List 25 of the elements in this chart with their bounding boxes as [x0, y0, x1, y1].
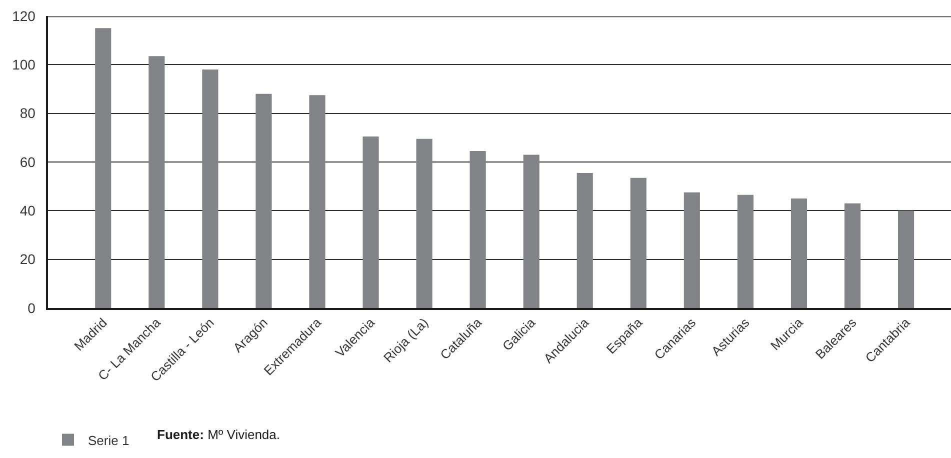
y-tick-label: 60 — [20, 154, 36, 170]
y-tick-label: 40 — [20, 202, 36, 219]
bar — [737, 194, 754, 308]
bar — [309, 95, 326, 308]
source-note: Fuente: Mº Vivienda. — [157, 427, 280, 442]
y-tick-label: 0 — [28, 300, 36, 316]
bar — [630, 178, 646, 308]
bar — [684, 192, 700, 308]
y-tick-label: 100 — [12, 56, 36, 73]
bar — [148, 56, 165, 308]
bar — [844, 203, 861, 308]
bar — [362, 136, 379, 308]
bar — [523, 154, 540, 308]
bar — [790, 198, 808, 308]
y-tick-label: 80 — [20, 105, 36, 122]
bar — [256, 94, 272, 308]
bar — [898, 210, 914, 308]
y-tick-label: 120 — [12, 8, 36, 24]
y-tick-label: 20 — [20, 251, 36, 268]
bar — [95, 28, 112, 308]
bar — [416, 138, 432, 308]
legend-label: Serie 1 — [88, 432, 130, 448]
bar — [470, 151, 486, 308]
bar — [576, 172, 593, 308]
bar — [202, 70, 218, 308]
